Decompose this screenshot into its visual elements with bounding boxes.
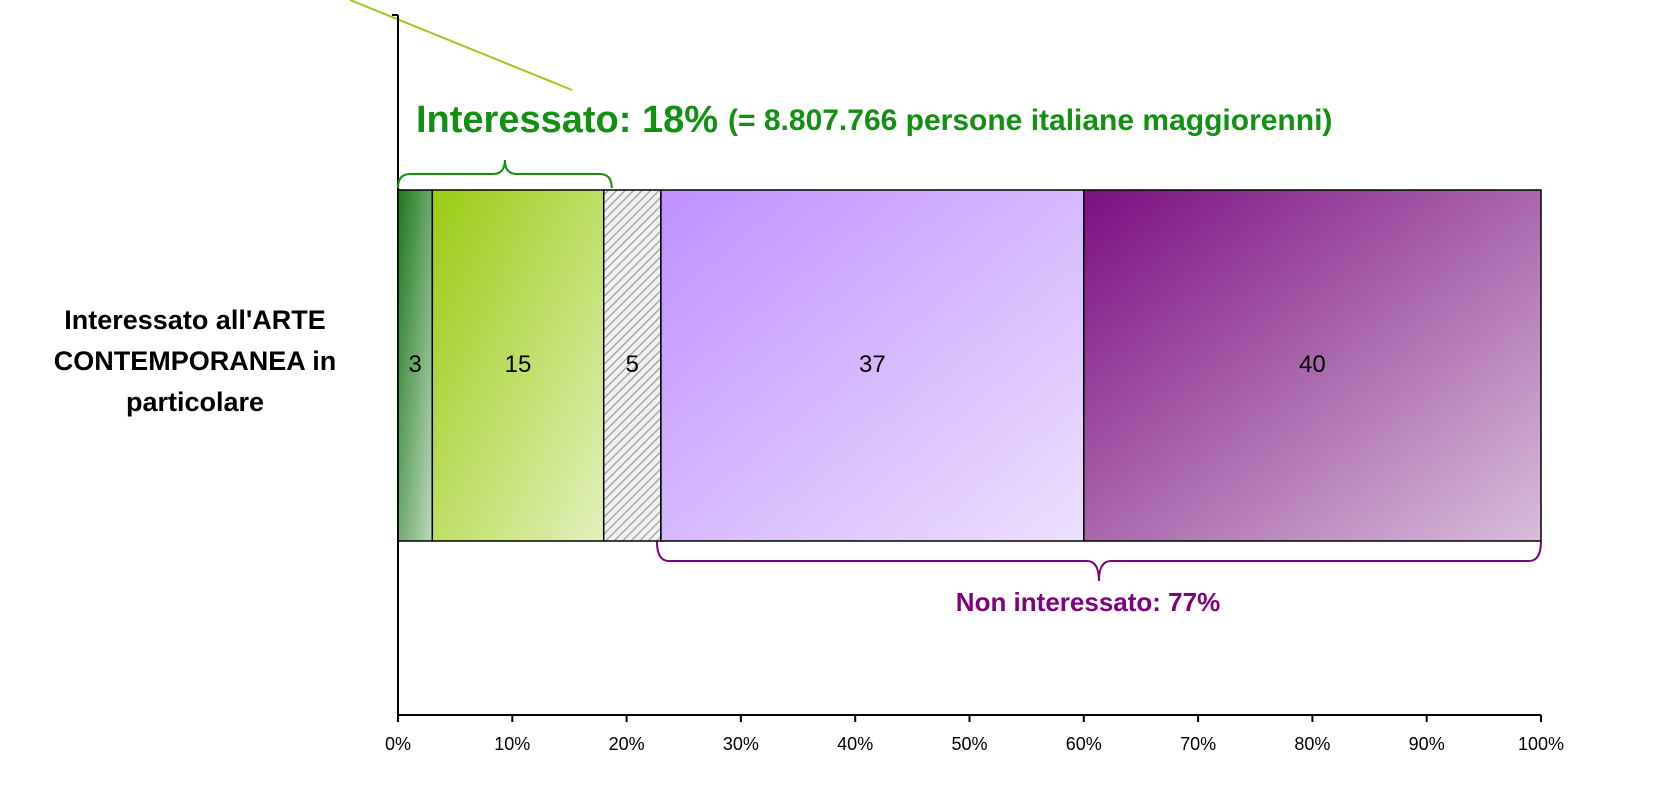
x-tick-label: 40% (837, 734, 873, 754)
brace (397, 159, 613, 189)
bar-segment (660, 189, 1085, 542)
x-tick-label: 50% (951, 734, 987, 754)
annotation-interessato: Interessato: 18% (= 8.807.766 persone ita… (416, 99, 1332, 141)
brace (655, 540, 1542, 582)
x-tick-label: 60% (1066, 734, 1102, 754)
bar-segment (602, 189, 662, 542)
data-label: 37 (859, 351, 886, 378)
x-tick-label: 70% (1180, 734, 1216, 754)
annotation-main: Interessato: 18% (416, 99, 718, 141)
bar-segment (1083, 189, 1542, 542)
x-tick-label: 10% (494, 734, 530, 754)
x-tick-label: 30% (723, 734, 759, 754)
x-tick-label: 80% (1294, 734, 1330, 754)
annotation-detail: (= 8.807.766 persone italiane maggiorenn… (728, 104, 1332, 137)
data-label: 3 (408, 351, 421, 378)
annotation-non-interessato: Non interessato: 77% (956, 587, 1220, 617)
x-tick-label: 90% (1409, 734, 1445, 754)
data-label: 40 (1299, 351, 1326, 378)
x-tick-label: 100% (1518, 734, 1564, 754)
x-tick-label: 0% (385, 734, 411, 754)
category-label: Interessato all'ARTE CONTEMPORANEA in pa… (53, 305, 337, 417)
data-label: 5 (626, 351, 639, 378)
bar-segment (431, 189, 605, 542)
leader-line (349, 0, 573, 91)
data-label: 15 (505, 351, 532, 378)
x-tick-label: 20% (609, 734, 645, 754)
